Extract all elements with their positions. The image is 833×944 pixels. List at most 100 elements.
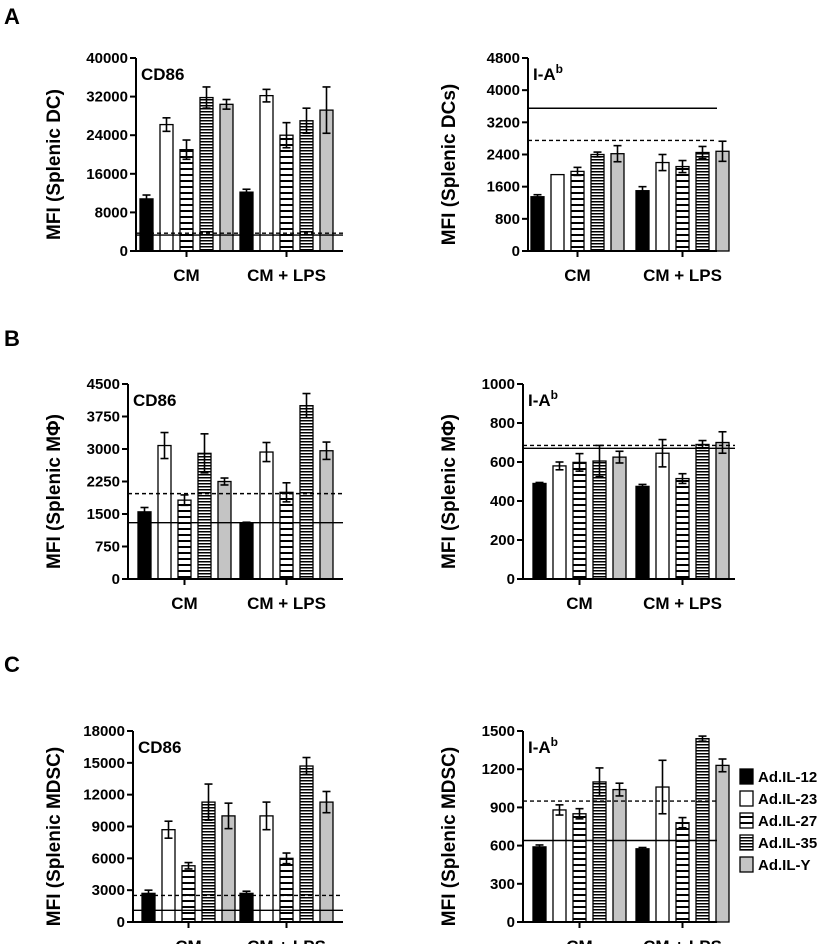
y-tick-label: 2250 [87, 474, 120, 491]
error-bar [573, 166, 582, 177]
bar [715, 441, 730, 580]
bar [199, 96, 214, 252]
panel-letter-a: A [4, 4, 20, 29]
bar [239, 191, 254, 252]
bar [550, 173, 565, 252]
y-tick-label: 1500 [482, 723, 515, 740]
marker-label: I-Ab [528, 735, 558, 757]
error-bar [242, 188, 251, 196]
legend-item: Ad.IL-27 [739, 812, 817, 830]
y-tick-label: 4500 [87, 376, 120, 393]
legend-swatch [739, 834, 754, 851]
y-axis-label: MFI (Splenic DCs) [439, 84, 460, 246]
y-tick-label: 8000 [95, 204, 128, 221]
legend-swatch [739, 812, 754, 829]
y-tick-label: 800 [490, 415, 515, 432]
bar [161, 829, 176, 923]
y-tick-label: 15000 [83, 755, 125, 772]
error-bar [698, 735, 707, 742]
error-bar [322, 86, 331, 135]
bar [695, 443, 710, 580]
chart-c-right: 0 300 600 900 1200 1500 CM CM + LPS I-Ab MFI (Spl… [439, 723, 730, 944]
error-bar [575, 452, 584, 472]
bar [319, 801, 334, 923]
bar [259, 815, 274, 923]
y-tick-label: 1000 [482, 376, 515, 393]
bar [610, 153, 625, 252]
category-label: CM + LPS [643, 594, 722, 613]
bar [157, 444, 172, 580]
error-bar [160, 431, 169, 460]
bar [221, 815, 236, 923]
y-tick-label: 4000 [487, 82, 520, 99]
error-bar [718, 758, 727, 773]
error-bar [142, 194, 151, 204]
chart-b-left: 0 750 1500 2250 3000 3750 4500 CM CM + LPS CD86 MF… [44, 376, 343, 613]
bar [655, 452, 670, 580]
bar [675, 477, 690, 580]
marker-label: I-Ab [533, 62, 563, 84]
error-bar [595, 767, 604, 797]
error-bar [658, 759, 667, 815]
bar [715, 764, 730, 923]
y-tick-label: 12000 [83, 787, 125, 804]
error-bar [678, 159, 687, 174]
bar [715, 150, 730, 252]
category-label: CM [173, 266, 199, 285]
bar [217, 480, 232, 580]
y-tick-label: 2400 [487, 147, 520, 164]
error-bar [535, 844, 544, 850]
y-tick-label: 3000 [87, 441, 120, 458]
legend-item: Ad.IL-23 [739, 790, 817, 808]
category-label: CM [564, 266, 590, 285]
category-label: CM + LPS [643, 937, 722, 944]
bar [141, 892, 156, 923]
bar [572, 813, 587, 923]
bar [530, 196, 545, 252]
bar [695, 737, 710, 923]
category-label: CM [171, 594, 197, 613]
error-bar [638, 483, 647, 490]
error-bar [302, 392, 311, 419]
error-bar [224, 802, 233, 830]
chart-b-right: 0 200 400 600 800 1000 CM CM + LPS I-Ab MFI (Sple… [439, 376, 735, 613]
error-bar [718, 430, 727, 455]
error-bar [533, 193, 542, 200]
chart-a-left: 0 8000 16000 24000 32000 40000 CM CM + LPS CD86 M… [44, 50, 343, 285]
legend: Ad.IL-12 Ad.IL-23 Ad.IL-27 Ad.IL-35 Ad.IL-Y [739, 768, 817, 874]
error-bar [204, 783, 213, 821]
bar [552, 465, 567, 580]
y-tick-label: 200 [490, 532, 515, 549]
error-bar [698, 145, 707, 160]
y-tick-label: 1500 [87, 506, 120, 523]
bar [675, 165, 690, 252]
category-label: CM [175, 937, 201, 944]
marker-label: I-Ab [528, 388, 558, 410]
bar [635, 485, 650, 580]
legend-item: Ad.IL-Y [739, 856, 811, 874]
error-bar [678, 472, 687, 485]
y-tick-label: 6000 [92, 850, 125, 867]
y-tick-label: 16000 [86, 166, 128, 183]
error-bar [202, 86, 211, 109]
error-bar [322, 441, 331, 461]
bar [572, 461, 587, 580]
y-tick-label: 40000 [86, 50, 128, 67]
bar [675, 822, 690, 923]
bar [299, 405, 314, 580]
error-bar [593, 151, 602, 158]
bar [655, 161, 670, 252]
y-tick-label: 3750 [87, 409, 120, 426]
bar [239, 522, 254, 580]
y-axis-label: MFI (Splenic MΦ) [439, 414, 460, 569]
marker-superscript: b [556, 62, 563, 76]
category-label: CM [566, 594, 592, 613]
bar [695, 151, 710, 252]
bar [179, 149, 194, 252]
chart-c-left: 0 3000 6000 9000 12000 15000 18000 CM CM + LPS CD… [44, 723, 343, 944]
y-tick-label: 1600 [487, 179, 520, 196]
y-tick-label: 0 [117, 914, 125, 931]
error-bar [282, 481, 291, 503]
